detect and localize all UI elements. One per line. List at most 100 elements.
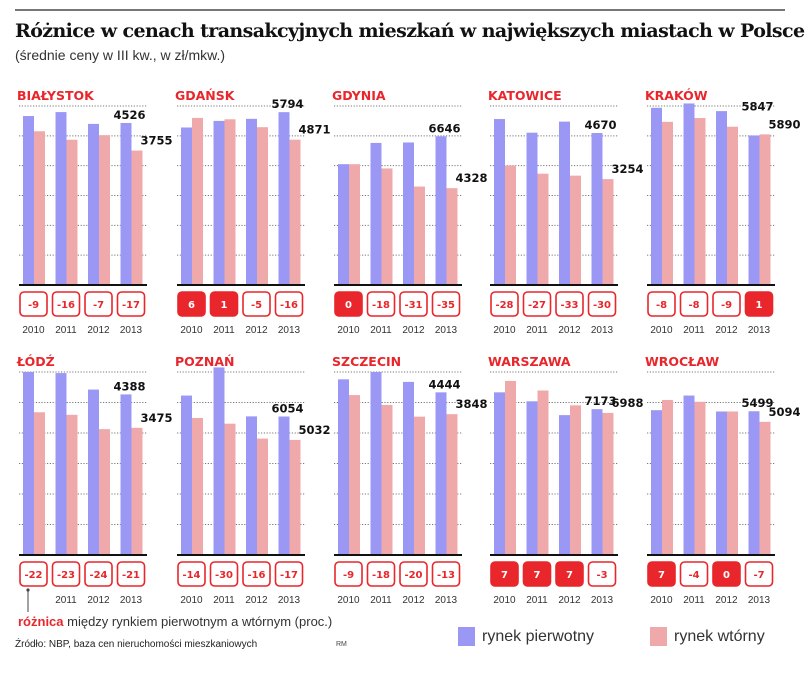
bar-secondary: [192, 417, 203, 555]
year-label: 2010: [22, 325, 45, 336]
bar-primary: [435, 136, 447, 285]
difference-value: -9: [28, 300, 39, 311]
bar-primary: [526, 132, 538, 285]
bar-secondary: [505, 380, 516, 555]
bar-primary: [370, 142, 382, 285]
data-label-secondary: 4871: [298, 123, 330, 137]
difference-value: -8: [688, 300, 699, 311]
bar-secondary: [349, 395, 360, 555]
year-label: 2011: [683, 595, 705, 606]
difference-badge: [242, 561, 271, 587]
difference-badge: [744, 561, 774, 587]
bar-secondary: [349, 164, 360, 285]
bar-secondary: [570, 175, 581, 285]
difference-value: -18: [372, 300, 390, 311]
difference-badge: [522, 291, 552, 317]
difference-value: -13: [437, 570, 455, 581]
difference-badge: [399, 561, 428, 587]
difference-badge: [19, 291, 48, 317]
year-label: 2012: [558, 595, 581, 606]
difference-value: -31: [404, 300, 422, 311]
source-text: Źródło: NBP, baza cen nieruchomości mies…: [15, 639, 258, 650]
bar-primary: [23, 116, 34, 285]
bar-secondary: [414, 416, 425, 555]
bar-secondary: [446, 188, 458, 285]
bar-secondary: [537, 173, 549, 285]
difference-value: -35: [437, 300, 455, 311]
bar-secondary: [602, 179, 614, 285]
bar-secondary: [131, 150, 143, 285]
bar-primary: [403, 381, 414, 555]
difference-value: -21: [122, 570, 140, 581]
year-label: 2012: [558, 325, 581, 336]
bar-secondary: [662, 121, 673, 286]
data-label-primary: 6054: [271, 402, 303, 416]
difference-badge: [274, 291, 304, 317]
difference-badge: [490, 291, 519, 317]
year-label: 2011: [370, 595, 392, 606]
difference-badge: [431, 291, 461, 317]
difference-value: -16: [280, 300, 298, 311]
year-label: 2011: [683, 325, 705, 336]
difference-value: -3: [596, 570, 607, 581]
bar-secondary: [727, 126, 738, 285]
bar-secondary: [662, 399, 673, 555]
difference-badge: [587, 561, 617, 587]
difference-badge: [712, 561, 741, 587]
year-label: 2013: [591, 325, 614, 336]
data-label-primary: 4444: [428, 377, 460, 391]
difference-value: 7: [501, 570, 508, 581]
data-label-primary: 4526: [113, 108, 145, 122]
bar-primary: [246, 416, 257, 555]
difference-badge: [712, 291, 741, 317]
difference-value: 1: [221, 300, 228, 311]
year-label: 2011: [370, 325, 392, 336]
difference-value: -7: [93, 300, 104, 311]
bar-secondary: [414, 186, 425, 285]
difference-badge: [679, 291, 709, 317]
difference-badge: [334, 291, 363, 317]
year-label: 2011: [526, 325, 548, 336]
year-label: 2012: [402, 595, 425, 606]
panel-title: POZNAŃ: [175, 354, 234, 369]
year-label: 2013: [435, 325, 458, 336]
bar-primary: [591, 133, 603, 285]
data-label-primary: 6646: [428, 121, 460, 135]
bar-secondary: [694, 118, 706, 285]
difference-value: -18: [372, 570, 390, 581]
year-label: 2012: [87, 595, 110, 606]
bar-secondary: [381, 404, 393, 555]
difference-badge: [84, 561, 113, 587]
bar-primary: [494, 119, 505, 285]
bar-primary: [88, 123, 99, 286]
data-label-primary: 5499: [741, 396, 773, 410]
difference-value: -7: [753, 570, 764, 581]
bar-primary: [683, 395, 695, 555]
difference-badge: [647, 561, 676, 587]
bar-secondary: [537, 390, 549, 555]
bar-secondary: [446, 414, 458, 555]
data-label-primary: 4388: [113, 379, 145, 393]
bar-primary: [213, 120, 225, 286]
difference-value: -9: [343, 570, 354, 581]
panel-title: WARSZAWA: [488, 354, 571, 369]
bar-primary: [338, 164, 349, 285]
difference-badge: [431, 561, 461, 587]
bar-secondary: [381, 168, 393, 285]
year-label: 2010: [180, 325, 203, 336]
bar-secondary: [289, 439, 301, 555]
year-label: 2013: [278, 325, 301, 336]
year-label: 2010: [180, 595, 203, 606]
legend-item-secondary: rynek wtórny: [650, 627, 765, 646]
difference-badge: [679, 561, 709, 587]
difference-note-text: między rynkiem pierwotnym a wtórnym (pro…: [63, 614, 333, 629]
panel-title: GDYNIA: [332, 88, 386, 103]
difference-value: -17: [122, 300, 140, 311]
difference-badge: [334, 561, 363, 587]
bar-primary: [559, 121, 570, 285]
difference-value: -16: [247, 570, 265, 581]
data-label-primary: 4670: [584, 118, 616, 132]
panel-title: ŁÓDŹ: [16, 354, 55, 369]
panel-title: SZCZECIN: [332, 354, 401, 369]
